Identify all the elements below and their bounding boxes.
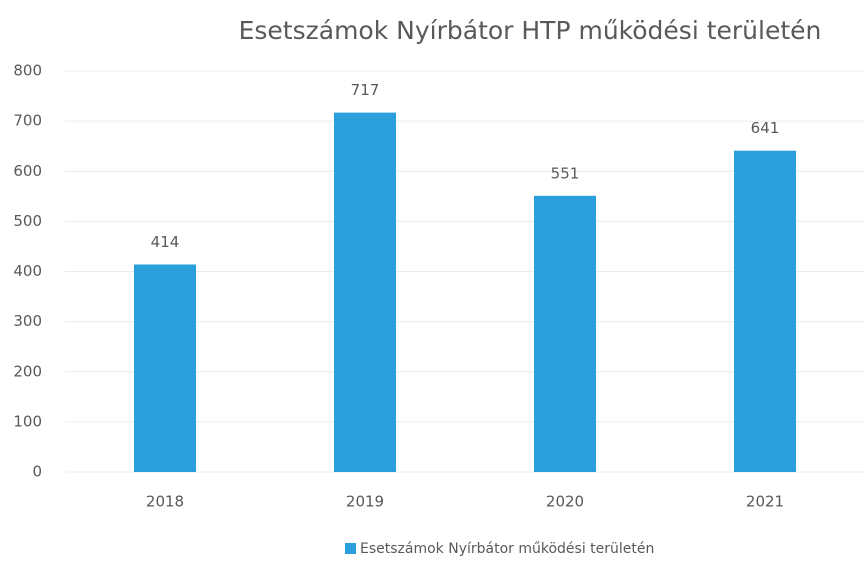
y-tick-label: 500 [13, 212, 42, 230]
y-tick-label: 0 [32, 463, 42, 481]
legend-swatch [345, 543, 356, 554]
data-label: 717 [351, 81, 380, 99]
y-tick-label: 200 [13, 362, 42, 380]
chart-title: Esetszámok Nyírbátor HTP működési terüle… [239, 16, 822, 45]
y-tick-label: 600 [13, 162, 42, 180]
legend-label: Esetszámok Nyírbátor működési területén [360, 541, 654, 557]
y-tick-label: 800 [13, 62, 42, 80]
y-tick-label: 700 [13, 112, 42, 130]
data-label: 641 [751, 119, 780, 137]
bar [534, 195, 596, 472]
bar [134, 264, 196, 472]
x-tick-label: 2018 [146, 493, 184, 511]
x-tick-label: 2019 [346, 493, 384, 511]
bar [734, 150, 796, 473]
x-tick-label: 2020 [546, 493, 584, 511]
data-label: 414 [151, 233, 180, 251]
bar [334, 112, 396, 472]
x-tick-label: 2021 [746, 493, 784, 511]
y-tick-label: 100 [13, 412, 42, 430]
data-label: 551 [551, 164, 580, 182]
y-tick-label: 400 [13, 262, 42, 280]
y-tick-label: 300 [13, 312, 42, 330]
